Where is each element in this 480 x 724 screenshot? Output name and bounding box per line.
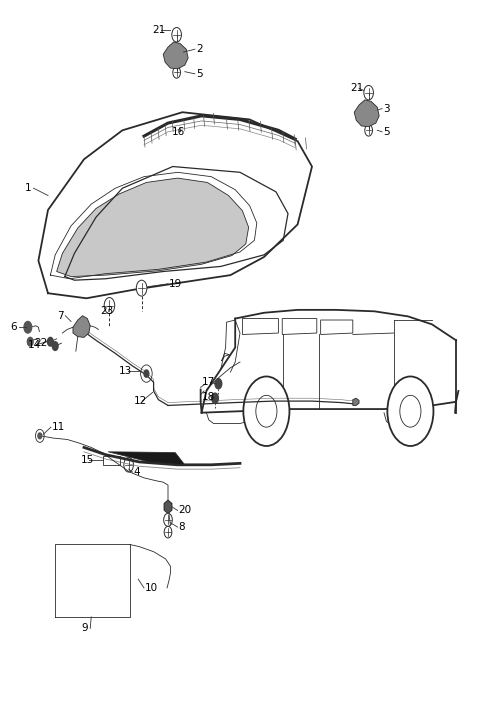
Circle shape <box>52 342 58 350</box>
Text: 17: 17 <box>202 377 215 387</box>
Text: 20: 20 <box>179 505 192 515</box>
Text: 4: 4 <box>133 467 140 477</box>
Circle shape <box>141 365 152 382</box>
Circle shape <box>38 433 42 439</box>
Circle shape <box>365 125 372 136</box>
Text: 18: 18 <box>202 392 215 402</box>
Text: 14: 14 <box>28 340 41 350</box>
Circle shape <box>387 376 433 446</box>
Text: 16: 16 <box>172 127 185 137</box>
Polygon shape <box>353 398 359 405</box>
Text: 10: 10 <box>145 583 158 593</box>
Circle shape <box>173 67 180 78</box>
Text: 19: 19 <box>169 279 182 289</box>
Polygon shape <box>57 178 249 277</box>
Text: 23: 23 <box>100 306 113 316</box>
Text: 8: 8 <box>179 522 185 532</box>
Text: 5: 5 <box>196 69 203 79</box>
Polygon shape <box>108 452 185 465</box>
Circle shape <box>400 395 421 427</box>
Circle shape <box>124 458 133 472</box>
Text: 11: 11 <box>52 422 65 432</box>
Circle shape <box>136 280 147 296</box>
Polygon shape <box>73 316 90 337</box>
Text: 15: 15 <box>81 455 94 466</box>
Text: 7: 7 <box>57 311 63 321</box>
Polygon shape <box>163 42 188 69</box>
Circle shape <box>27 337 33 346</box>
Text: 2: 2 <box>196 44 203 54</box>
Text: 1: 1 <box>25 183 32 193</box>
Text: 12: 12 <box>133 396 147 406</box>
Circle shape <box>24 321 32 333</box>
Text: 21: 21 <box>153 25 166 35</box>
Text: 3: 3 <box>383 104 390 114</box>
Text: 21: 21 <box>350 83 364 93</box>
Text: 22: 22 <box>35 338 48 348</box>
Circle shape <box>172 28 181 42</box>
Circle shape <box>164 513 172 526</box>
Polygon shape <box>354 100 379 127</box>
Circle shape <box>48 337 53 346</box>
Circle shape <box>256 395 277 427</box>
Circle shape <box>243 376 289 446</box>
Text: 13: 13 <box>119 366 132 376</box>
Circle shape <box>104 298 115 313</box>
Text: 9: 9 <box>82 623 88 634</box>
Circle shape <box>164 526 172 538</box>
Circle shape <box>212 393 218 403</box>
Circle shape <box>215 379 222 389</box>
Polygon shape <box>164 500 172 513</box>
Circle shape <box>364 85 373 100</box>
Text: 5: 5 <box>383 127 390 137</box>
Circle shape <box>144 370 149 377</box>
Text: 6: 6 <box>11 322 17 332</box>
Circle shape <box>36 429 44 442</box>
